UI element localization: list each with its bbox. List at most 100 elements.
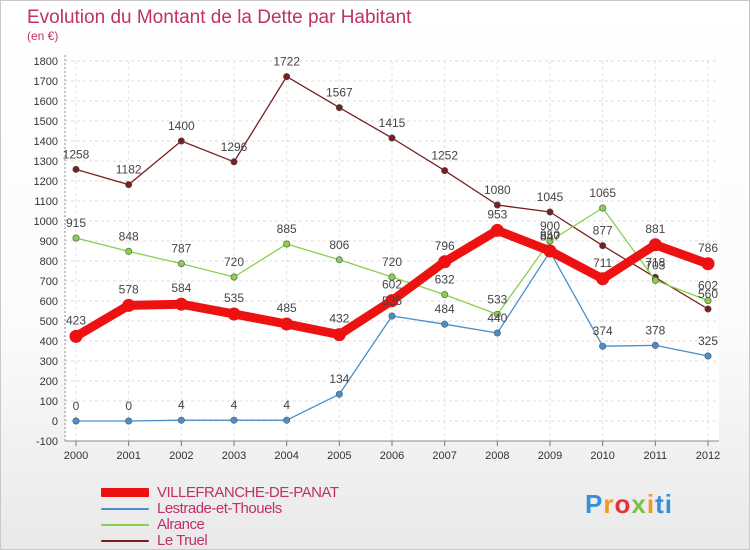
- data-label: 850: [540, 228, 560, 242]
- x-tick-label: 2002: [169, 450, 193, 462]
- data-point-2: [177, 260, 185, 268]
- y-tick-label: 300: [40, 356, 58, 368]
- data-label: 525: [382, 294, 402, 308]
- data-label: 440: [487, 311, 507, 325]
- data-point-0: [69, 329, 83, 343]
- data-label: 0: [125, 399, 132, 413]
- data-point-0: [174, 297, 188, 311]
- y-tick-label: 0: [52, 416, 58, 428]
- plot-area: [65, 61, 719, 441]
- data-label: 847: [540, 230, 560, 244]
- y-tick-label: -100: [36, 436, 58, 448]
- data-point-0: [438, 255, 452, 269]
- x-tick-label: 2001: [116, 450, 140, 462]
- data-label: 848: [119, 229, 139, 243]
- data-point-1: [335, 390, 343, 398]
- data-point-0: [490, 223, 504, 237]
- y-tick-label: 100: [40, 396, 58, 408]
- data-label: 703: [645, 258, 665, 272]
- data-label: 584: [171, 281, 191, 295]
- data-point-0: [648, 238, 662, 252]
- data-label: 484: [435, 302, 455, 316]
- data-label: 4: [231, 398, 238, 412]
- x-tick-label: 2011: [644, 450, 668, 462]
- y-tick-label: 1600: [34, 96, 58, 108]
- data-point-3: [335, 104, 343, 112]
- y-tick-label: 700: [40, 276, 58, 288]
- data-point-1: [230, 416, 238, 424]
- legend-swatch-villefranche: [101, 488, 149, 497]
- data-point-2: [546, 237, 554, 245]
- y-tick-label: 1400: [34, 136, 58, 148]
- data-label: 796: [435, 239, 455, 253]
- data-label: 1252: [431, 149, 458, 163]
- data-label: 374: [593, 324, 613, 338]
- x-tick-label: 2009: [538, 450, 562, 462]
- data-point-3: [388, 134, 396, 142]
- legend-label-lestrade: Lestrade-et-Thouels: [157, 500, 282, 517]
- data-label: 1065: [589, 186, 616, 200]
- data-label: 1722: [273, 55, 300, 69]
- data-label: 786: [698, 241, 718, 255]
- data-point-1: [72, 417, 80, 425]
- y-tick-label: 1500: [34, 116, 58, 128]
- data-label: 720: [224, 255, 244, 269]
- x-tick-label: 2012: [696, 450, 720, 462]
- data-point-1: [493, 329, 501, 337]
- data-point-0: [385, 294, 399, 308]
- data-label: 877: [593, 224, 613, 238]
- data-point-0: [596, 272, 610, 286]
- data-label: 881: [645, 222, 665, 236]
- data-point-1: [441, 320, 449, 328]
- data-point-3: [283, 73, 291, 81]
- data-label: 632: [435, 273, 455, 287]
- brand-logo: Proxiti: [585, 489, 673, 519]
- data-point-1: [599, 342, 607, 350]
- data-label: 1258: [63, 147, 90, 161]
- data-label: 1045: [537, 190, 564, 204]
- data-label: 1080: [484, 183, 511, 197]
- data-label: 1567: [326, 86, 353, 100]
- data-point-0: [332, 328, 346, 342]
- legend-label-le-truel: Le Truel: [157, 532, 208, 549]
- y-tick-label: 1300: [34, 156, 58, 168]
- data-label: 1400: [168, 119, 195, 133]
- data-label: 4: [283, 398, 290, 412]
- data-label: 602: [382, 278, 402, 292]
- legend-swatch-le-truel: [101, 540, 149, 542]
- data-point-2: [335, 256, 343, 264]
- data-point-0: [122, 298, 136, 312]
- data-label: 720: [382, 255, 402, 269]
- data-point-1: [704, 352, 712, 360]
- data-label: 535: [224, 291, 244, 305]
- data-label: 1182: [116, 163, 142, 177]
- data-point-2: [230, 273, 238, 281]
- data-point-0: [701, 257, 715, 271]
- data-label: 900: [540, 219, 560, 233]
- data-point-1: [177, 416, 185, 424]
- x-tick-label: 2003: [222, 450, 246, 462]
- data-label: 953: [487, 207, 507, 221]
- data-point-3: [546, 208, 554, 216]
- data-label: 915: [66, 216, 86, 230]
- data-label: 711: [593, 256, 612, 270]
- data-point-0: [280, 317, 294, 331]
- x-tick-label: 2006: [380, 450, 404, 462]
- legend-swatch-alrance: [101, 524, 149, 526]
- data-point-1: [283, 416, 291, 424]
- data-point-3: [493, 201, 501, 209]
- data-point-1: [125, 417, 133, 425]
- y-tick-label: 500: [40, 316, 58, 328]
- data-point-2: [704, 297, 712, 305]
- chart-unit: (en €): [27, 29, 59, 43]
- data-point-3: [704, 305, 712, 313]
- data-label: 485: [277, 301, 297, 315]
- legend-swatch-lestrade: [101, 508, 149, 510]
- y-tick-label: 1800: [34, 56, 58, 68]
- data-label: 4: [178, 398, 185, 412]
- data-point-2: [599, 204, 607, 212]
- y-tick-label: 400: [40, 336, 58, 348]
- data-label: 578: [119, 282, 139, 296]
- x-tick-label: 2000: [64, 450, 88, 462]
